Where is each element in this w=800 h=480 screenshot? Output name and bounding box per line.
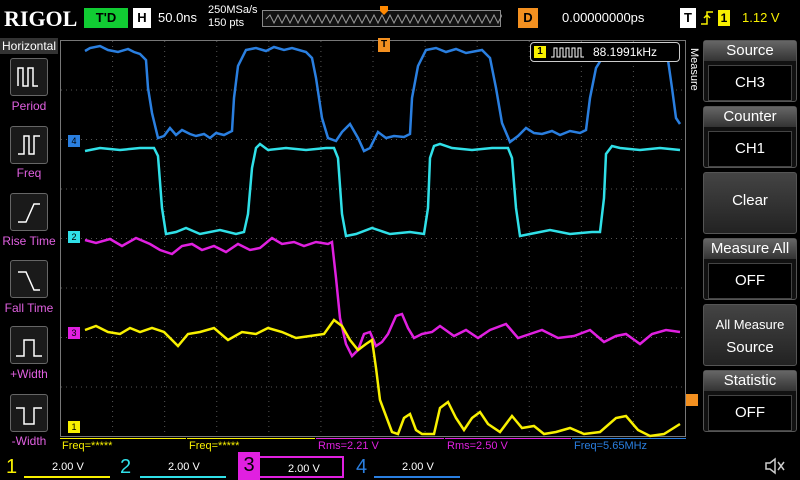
rise-glyph	[18, 203, 40, 223]
counter-box: 1 88.1991kHz	[530, 42, 680, 62]
pwidth-icon[interactable]	[10, 326, 48, 364]
ch2-marker: 2	[68, 231, 80, 243]
memory-depth: 150 pts	[208, 17, 245, 29]
right-menu-title: Measure	[688, 48, 700, 91]
counter-glyph	[551, 47, 584, 58]
ch3-trace	[84, 236, 681, 359]
memory-bar	[262, 6, 502, 27]
button-value: OFF	[708, 263, 792, 299]
trigger-level: 1.12 V	[742, 10, 780, 25]
button-label: Measure All	[704, 239, 796, 259]
sound-icon[interactable]	[764, 456, 786, 476]
ch1-trace	[84, 318, 681, 438]
all-measure-source-button[interactable]: All Measure Source	[703, 304, 797, 366]
menu-item[interactable]: Freq	[16, 166, 42, 180]
counter-value: 88.1991kHz	[593, 45, 658, 59]
sound-glyph	[765, 457, 785, 475]
trigger-position-marker: T	[378, 38, 390, 52]
sample-rate: 250MSa/s	[208, 4, 258, 16]
delay-label: D	[518, 8, 538, 28]
button-value: CH1	[708, 131, 792, 167]
measure-all-button[interactable]: Measure All OFF	[703, 238, 797, 300]
measurement: Freq=*****	[60, 438, 186, 452]
left-icons	[16, 67, 42, 425]
ch1-marker: 1	[68, 421, 80, 433]
left-menu-title: Horizontal	[0, 38, 58, 54]
channel-scale[interactable]: 2.00 V	[140, 456, 226, 478]
menu-item[interactable]: Fall Time	[4, 301, 54, 315]
nwidth-icon[interactable]	[10, 394, 48, 432]
button-label: Statistic	[704, 371, 796, 391]
menu-item[interactable]: -Width	[11, 434, 47, 448]
fall-glyph	[18, 271, 40, 291]
counter-source: 1	[534, 46, 546, 58]
channel-number[interactable]: 3	[238, 452, 260, 480]
measurement: Rms=2.50 V	[445, 438, 571, 452]
clear-button[interactable]: Clear	[703, 172, 797, 234]
grid-frame	[60, 40, 686, 437]
ch3-marker: 3	[68, 327, 80, 339]
run-status: T'D	[84, 8, 128, 28]
trigger-edge-icon	[701, 11, 713, 25]
pwidth-glyph	[16, 339, 42, 357]
trigger-level-marker	[686, 394, 698, 406]
channel-scale[interactable]: 2.00 V	[258, 456, 344, 478]
period-glyph	[17, 67, 38, 87]
memory-trigger-pos	[380, 6, 388, 15]
trigger-label: T	[680, 8, 696, 28]
memory-frame	[262, 10, 501, 27]
button-value: OFF	[708, 395, 792, 431]
ch4-marker: 4	[68, 135, 80, 147]
ch4-trace	[84, 44, 682, 153]
channel-scale[interactable]: 2.00 V	[24, 456, 110, 478]
trigger-source: 1	[718, 10, 730, 26]
counter-button[interactable]: Counter CH1	[703, 106, 797, 168]
fall-icon[interactable]	[10, 260, 48, 298]
period-icon[interactable]	[10, 58, 48, 96]
menu-item[interactable]: Rise Time	[2, 234, 56, 248]
measurement: Freq=*****	[187, 438, 315, 452]
statistic-button[interactable]: Statistic OFF	[703, 370, 797, 432]
menu-item[interactable]: +Width	[10, 367, 48, 381]
freq-glyph	[18, 135, 40, 155]
measurement: Rms=2.21 V	[316, 438, 444, 452]
timebase: 50.0ns	[158, 10, 198, 25]
button-value: CH3	[708, 65, 792, 101]
button-label: All Measure	[715, 317, 785, 332]
channel-number[interactable]: 2	[120, 456, 132, 478]
brand-logo: RIGOL	[4, 6, 78, 31]
button-value: Source	[726, 339, 774, 356]
trigger-edge	[701, 11, 713, 25]
channel-number[interactable]: 1	[6, 456, 18, 478]
button-label: Counter	[704, 107, 796, 127]
nwidth-glyph	[16, 407, 42, 425]
delay-value: 0.00000000ps	[562, 10, 645, 25]
channel-number[interactable]: 4	[356, 456, 368, 478]
button-label: Source	[704, 41, 796, 61]
waveform-display	[60, 40, 686, 438]
ch2-trace	[84, 142, 681, 238]
channel-scale[interactable]: 2.00 V	[374, 456, 460, 478]
horizontal-label: H	[133, 8, 151, 28]
measurement: Freq=5.65MHz	[572, 438, 686, 452]
counter-icon	[551, 47, 584, 58]
menu-item[interactable]: Period	[11, 99, 47, 113]
memory-wave	[265, 13, 502, 25]
source-button[interactable]: Source CH3	[703, 40, 797, 102]
rise-icon[interactable]	[10, 193, 48, 231]
